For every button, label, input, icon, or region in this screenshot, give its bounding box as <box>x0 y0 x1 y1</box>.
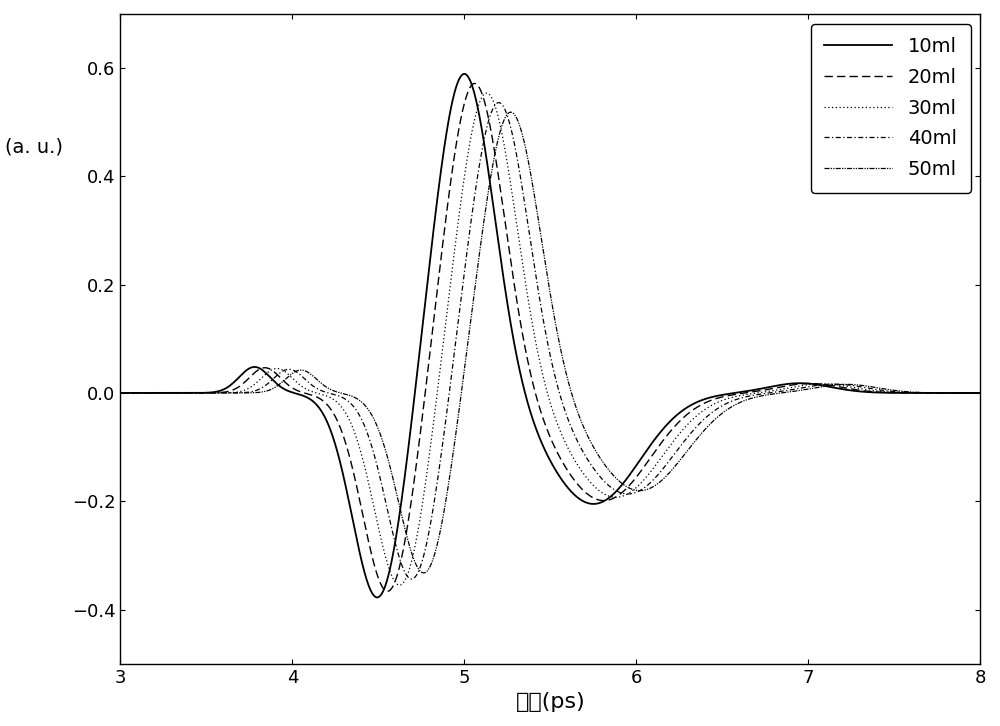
20ml <box>444 179 456 188</box>
40ml <box>482 120 494 129</box>
50ml <box>482 191 494 200</box>
20ml <box>114 388 126 397</box>
40ml <box>865 384 877 393</box>
10ml <box>212 387 224 396</box>
40ml <box>958 388 970 397</box>
20ml <box>865 387 877 396</box>
50ml <box>505 108 517 117</box>
Line: 50ml: 50ml <box>120 113 980 573</box>
30ml <box>114 388 126 397</box>
30ml <box>264 367 276 375</box>
40ml <box>114 388 126 397</box>
30ml <box>974 388 986 397</box>
40ml <box>264 378 276 386</box>
10ml <box>114 388 126 397</box>
Legend: 10ml, 20ml, 30ml, 40ml, 50ml: 10ml, 20ml, 30ml, 40ml, 50ml <box>811 24 971 192</box>
Y-axis label: (a. u.): (a. u.) <box>5 138 63 157</box>
10ml <box>865 388 877 396</box>
10ml <box>264 372 276 381</box>
40ml <box>444 379 456 388</box>
30ml <box>482 89 494 98</box>
Line: 40ml: 40ml <box>120 102 980 579</box>
10ml <box>458 70 470 78</box>
30ml <box>481 89 493 97</box>
30ml <box>865 386 877 395</box>
Line: 20ml: 20ml <box>120 83 980 591</box>
40ml <box>974 388 986 397</box>
20ml <box>381 587 393 595</box>
30ml <box>393 581 405 590</box>
Line: 10ml: 10ml <box>120 74 980 597</box>
50ml <box>444 467 456 476</box>
X-axis label: 时间(ps): 时间(ps) <box>516 692 585 712</box>
20ml <box>974 388 986 397</box>
50ml <box>264 386 276 394</box>
10ml <box>974 388 986 397</box>
50ml <box>865 383 877 391</box>
20ml <box>212 388 224 397</box>
Line: 30ml: 30ml <box>120 93 980 585</box>
10ml <box>482 165 494 174</box>
10ml <box>371 593 383 602</box>
10ml <box>958 388 970 397</box>
20ml <box>482 112 494 121</box>
40ml <box>405 575 417 584</box>
50ml <box>212 388 224 397</box>
50ml <box>418 568 430 577</box>
50ml <box>958 388 970 397</box>
30ml <box>212 388 224 397</box>
50ml <box>114 388 126 397</box>
40ml <box>493 98 505 107</box>
20ml <box>264 364 276 373</box>
20ml <box>958 388 970 397</box>
30ml <box>444 280 456 288</box>
10ml <box>444 106 456 115</box>
20ml <box>469 79 481 88</box>
40ml <box>212 388 224 397</box>
50ml <box>974 388 986 397</box>
30ml <box>958 388 970 397</box>
